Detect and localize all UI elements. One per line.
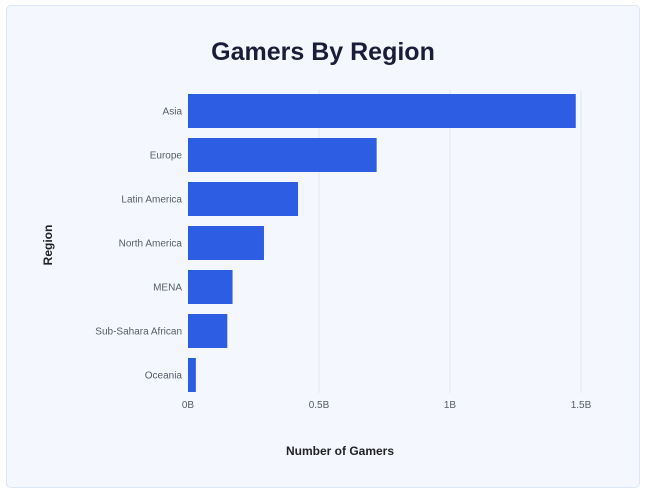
category-label: North America: [119, 239, 183, 250]
bar-asia: [188, 94, 576, 128]
bar-sub-sahara-african: [188, 314, 228, 348]
category-label: Europe: [150, 151, 183, 162]
bar-latin-america: [188, 182, 299, 216]
bar-oceania: [188, 358, 196, 392]
category-label: MENA: [153, 283, 182, 294]
x-tick-label: 0B: [182, 400, 195, 411]
chart-title: Gamers By Region: [211, 38, 435, 66]
category-label: Sub-Sahara African: [95, 327, 182, 338]
bar-mena: [188, 270, 233, 304]
x-tick-label: 1.5B: [571, 400, 592, 411]
x-tick-label: 0.5B: [309, 400, 330, 411]
category-label: Asia: [163, 107, 183, 118]
x-tick-label: 1B: [444, 400, 457, 411]
bar-north-america: [188, 226, 264, 260]
category-label: Latin America: [121, 195, 182, 206]
chart-card: [6, 5, 640, 488]
bar-europe: [188, 138, 377, 172]
x-axis-label: Number of Gamers: [285, 444, 395, 458]
category-label: Oceania: [145, 371, 183, 382]
